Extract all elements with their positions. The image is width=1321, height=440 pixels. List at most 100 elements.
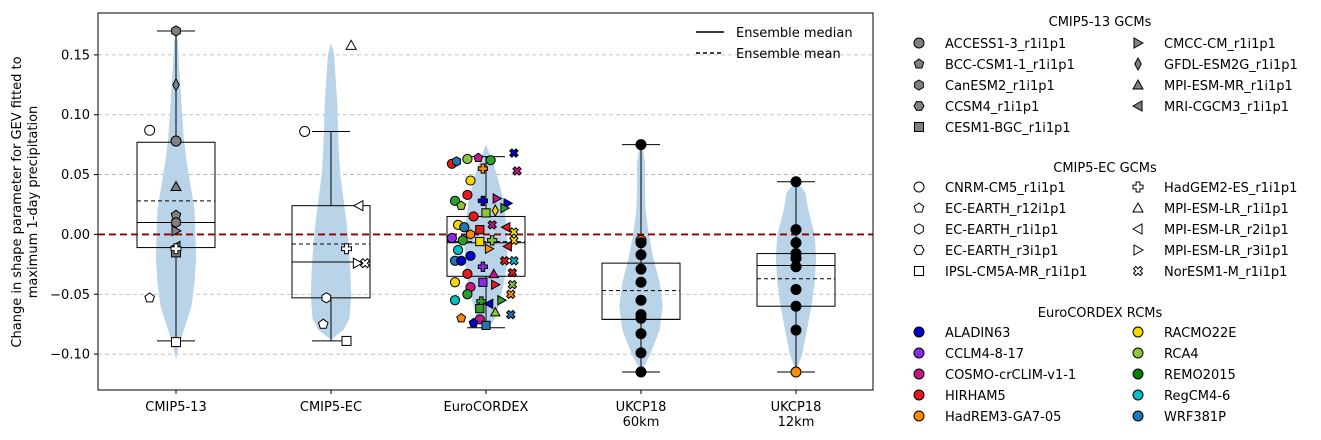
cmip5-13-legend-label: BCC-CSM1-1_r1i1p1 xyxy=(945,58,1075,73)
y-tick-label: −0.10 xyxy=(50,348,90,363)
data-points xyxy=(144,25,802,378)
x-tick-label: 12km xyxy=(778,415,815,430)
group-legends: CMIP5-13 GCMs CMIP5-EC GCMs EuroCORDEX R… xyxy=(913,15,1298,425)
cmip5-ec-legend-label: EC-EARTH_r12i1p1 xyxy=(945,202,1067,217)
cmip5-13-legend-marker xyxy=(1131,100,1143,112)
eurocordex-legend-label: REMO2015 xyxy=(1164,368,1236,383)
model-point xyxy=(352,199,364,212)
cmip5-13-legend-marker xyxy=(1133,37,1145,49)
rcm-point xyxy=(503,197,514,209)
rcm-point xyxy=(478,277,488,287)
rcm-point xyxy=(487,235,498,246)
eurocordex-legend-marker xyxy=(913,389,925,401)
y-tick-label: 0.05 xyxy=(61,168,90,183)
median-legend-label: Ensemble median xyxy=(736,26,853,41)
x-tick-label: 60km xyxy=(623,415,660,430)
model-point xyxy=(171,216,181,229)
model-point xyxy=(341,243,352,255)
eurocordex-legend-label: HIRHAM5 xyxy=(945,389,1006,404)
model-point xyxy=(359,257,371,269)
rcm-point xyxy=(477,195,488,207)
eurocordex-legend-marker xyxy=(913,326,925,338)
rcm-point xyxy=(512,166,522,176)
rcm-point xyxy=(456,312,467,323)
model-point xyxy=(170,243,182,255)
ensemble-legend: Ensemble median Ensemble mean xyxy=(696,26,853,62)
ukcp18-12km-point xyxy=(790,324,802,336)
cmip5-ec-legend-marker xyxy=(1131,223,1143,235)
eurocordex-legend-label: RCA4 xyxy=(1164,347,1199,362)
eurocordex-legend-label: COSMO-crCLIM-v1-1 xyxy=(945,368,1076,383)
cmip5-ec-legend-label: CNRM-CM5_r1i1p1 xyxy=(945,181,1066,196)
eurocordex-legend-label: WRF381P xyxy=(1164,410,1226,425)
model-point xyxy=(144,124,156,136)
ukcp18-12km-point xyxy=(790,300,802,312)
cmip5-13-legend-label: CESM1-BGC_r1i1p1 xyxy=(945,121,1071,136)
eurocordex-legend-label: ALADIN63 xyxy=(945,326,1010,341)
cmip5-13-legend-title: CMIP5-13 GCMs xyxy=(1049,15,1152,30)
eurocordex-legend-marker xyxy=(1132,368,1144,380)
cmip5-13-legend-marker xyxy=(914,122,924,132)
eurocordex-legend-marker xyxy=(1132,347,1144,359)
x-tick-label: EuroCORDEX xyxy=(444,400,529,415)
rcm-point xyxy=(509,148,519,158)
ukcp18-12km-point xyxy=(790,176,802,188)
cmip5-13-legend-label: MPI-ESM-MR_r1i1p1 xyxy=(1164,79,1293,94)
rcm-point xyxy=(456,255,467,266)
model-point xyxy=(341,335,352,346)
rcm-point xyxy=(475,236,485,247)
cmip5-ec-legend-marker xyxy=(913,245,925,255)
eurocordex-legend-label: CCLM4-8-17 xyxy=(945,347,1024,362)
model-point xyxy=(172,77,180,92)
cmip5-13-legend-marker xyxy=(913,58,925,69)
rcm-point xyxy=(462,289,473,300)
y-axis-label-line2: maximum 1-day precipitation xyxy=(26,106,41,299)
x-tick-label: UKCP18 xyxy=(771,400,822,415)
cmip5-13-legend-marker xyxy=(913,37,925,49)
ukcp18-60km-point xyxy=(635,347,647,359)
mean-legend-label: Ensemble mean xyxy=(736,47,841,62)
cmip5-13-legend-label: CanESM2_r1i1p1 xyxy=(945,79,1055,94)
model-point xyxy=(170,180,182,192)
cmip5-ec-legend-label: IPSL-CM5A-MR_r1i1p1 xyxy=(945,265,1087,280)
model-point xyxy=(299,125,311,137)
cmip5-ec-legend-marker xyxy=(1132,265,1144,277)
cmip5-ec-legend-marker xyxy=(913,202,925,213)
rcm-point xyxy=(489,306,501,317)
ukcp18-60km-point xyxy=(635,263,647,275)
rcm-point xyxy=(509,255,519,266)
rcm-point xyxy=(459,222,470,233)
cmip5-ec-legend-marker xyxy=(1132,181,1144,193)
rcm-point xyxy=(457,235,468,246)
model-point xyxy=(352,257,364,269)
rcm-point xyxy=(507,267,518,278)
rcm-point xyxy=(477,163,488,174)
rcm-point xyxy=(499,255,510,266)
eurocordex-legend-marker xyxy=(913,347,925,359)
rcm-point xyxy=(487,220,498,230)
violin-0 xyxy=(155,24,197,361)
cmip5-ec-legend-marker xyxy=(913,181,925,193)
ukcp18-60km-point xyxy=(635,237,647,249)
model-point xyxy=(317,318,329,329)
rcm-point xyxy=(475,304,485,314)
rcm-point xyxy=(449,295,461,306)
ukcp18-12km-point xyxy=(790,283,802,295)
model-point xyxy=(171,337,181,348)
cmip5-ec-legend-marker xyxy=(914,266,924,276)
rcm-point xyxy=(462,268,473,280)
cmip5-ec-legend-label: HadGEM2-ES_r1i1p1 xyxy=(1164,181,1297,196)
x-tick-label: CMIP5-EC xyxy=(300,400,362,415)
cmip5-ec-legend-title: CMIP5-EC GCMs xyxy=(1053,161,1157,176)
eurocordex-legend-marker xyxy=(913,368,925,380)
x-axis: CMIP5-13 CMIP5-EC EuroCORDEX UKCP1860kmUKCP… xyxy=(145,390,821,430)
cmip5-ec-legend-label: EC-EARTH_r3i1p1 xyxy=(945,244,1058,259)
model-point xyxy=(171,224,183,237)
cmip5-ec-legend-label: NorESM1-M_r1i1p1 xyxy=(1164,265,1287,280)
ukcp18-60km-point xyxy=(635,139,647,151)
ukcp18-12km-point xyxy=(790,261,802,273)
x-tick-label: CMIP5-13 xyxy=(145,400,206,415)
rcm-point xyxy=(449,195,461,207)
model-point xyxy=(144,292,155,303)
